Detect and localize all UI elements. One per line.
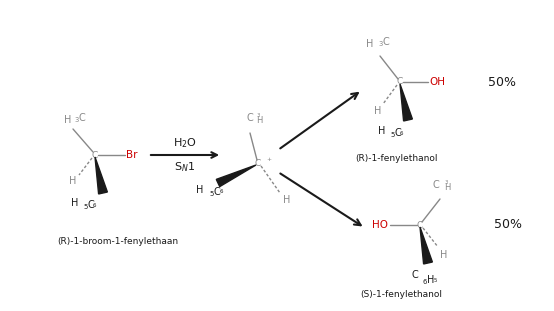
Text: $_6$: $_6$ [219, 187, 224, 196]
Text: $_3$C: $_3$C [74, 111, 87, 125]
Text: HO: HO [372, 220, 388, 230]
Polygon shape [216, 165, 256, 187]
Text: H$_2$O: H$_2$O [173, 136, 197, 150]
Text: C: C [412, 270, 418, 280]
Text: H: H [373, 106, 381, 116]
Text: 50%: 50% [488, 76, 516, 89]
Text: $_3$: $_3$ [256, 111, 261, 120]
Text: OH: OH [429, 77, 445, 87]
Polygon shape [400, 84, 412, 121]
Text: $^+$: $^+$ [265, 156, 273, 165]
Text: (R)-1-fenylethanol: (R)-1-fenylethanol [355, 154, 438, 163]
Text: C: C [92, 151, 98, 160]
Text: H: H [71, 198, 79, 208]
Text: $_3$C: $_3$C [378, 35, 391, 49]
Text: H: H [256, 116, 263, 125]
Text: S$_N$1: S$_N$1 [175, 160, 196, 174]
Text: C: C [433, 180, 439, 190]
Text: C: C [255, 159, 261, 168]
Text: H: H [64, 115, 71, 125]
Text: C: C [417, 220, 423, 230]
Text: $_6$: $_6$ [92, 201, 97, 210]
Text: $_5$C: $_5$C [83, 198, 96, 212]
Text: $_6$H: $_6$H [422, 273, 435, 287]
Polygon shape [95, 157, 107, 194]
Text: H: H [444, 183, 450, 192]
Text: H: H [440, 250, 448, 260]
Text: $_6$: $_6$ [399, 129, 404, 138]
Text: H: H [196, 185, 204, 195]
Text: H: H [283, 195, 290, 205]
Text: (S)-1-fenylethanol: (S)-1-fenylethanol [360, 290, 442, 299]
Text: Br: Br [126, 150, 137, 160]
Text: 50%: 50% [494, 219, 522, 231]
Text: H: H [366, 39, 373, 49]
Text: H: H [69, 176, 76, 186]
Text: $_5$: $_5$ [433, 276, 438, 285]
Text: C: C [247, 113, 253, 123]
Polygon shape [420, 227, 432, 264]
Text: $_5$C: $_5$C [209, 185, 222, 199]
Text: $_3$: $_3$ [444, 178, 449, 187]
Text: C: C [397, 77, 403, 86]
Text: $_5$C: $_5$C [390, 126, 403, 140]
Text: H: H [378, 126, 386, 136]
Text: (R)-1-broom-1-fenylethaan: (R)-1-broom-1-fenylethaan [57, 237, 178, 246]
